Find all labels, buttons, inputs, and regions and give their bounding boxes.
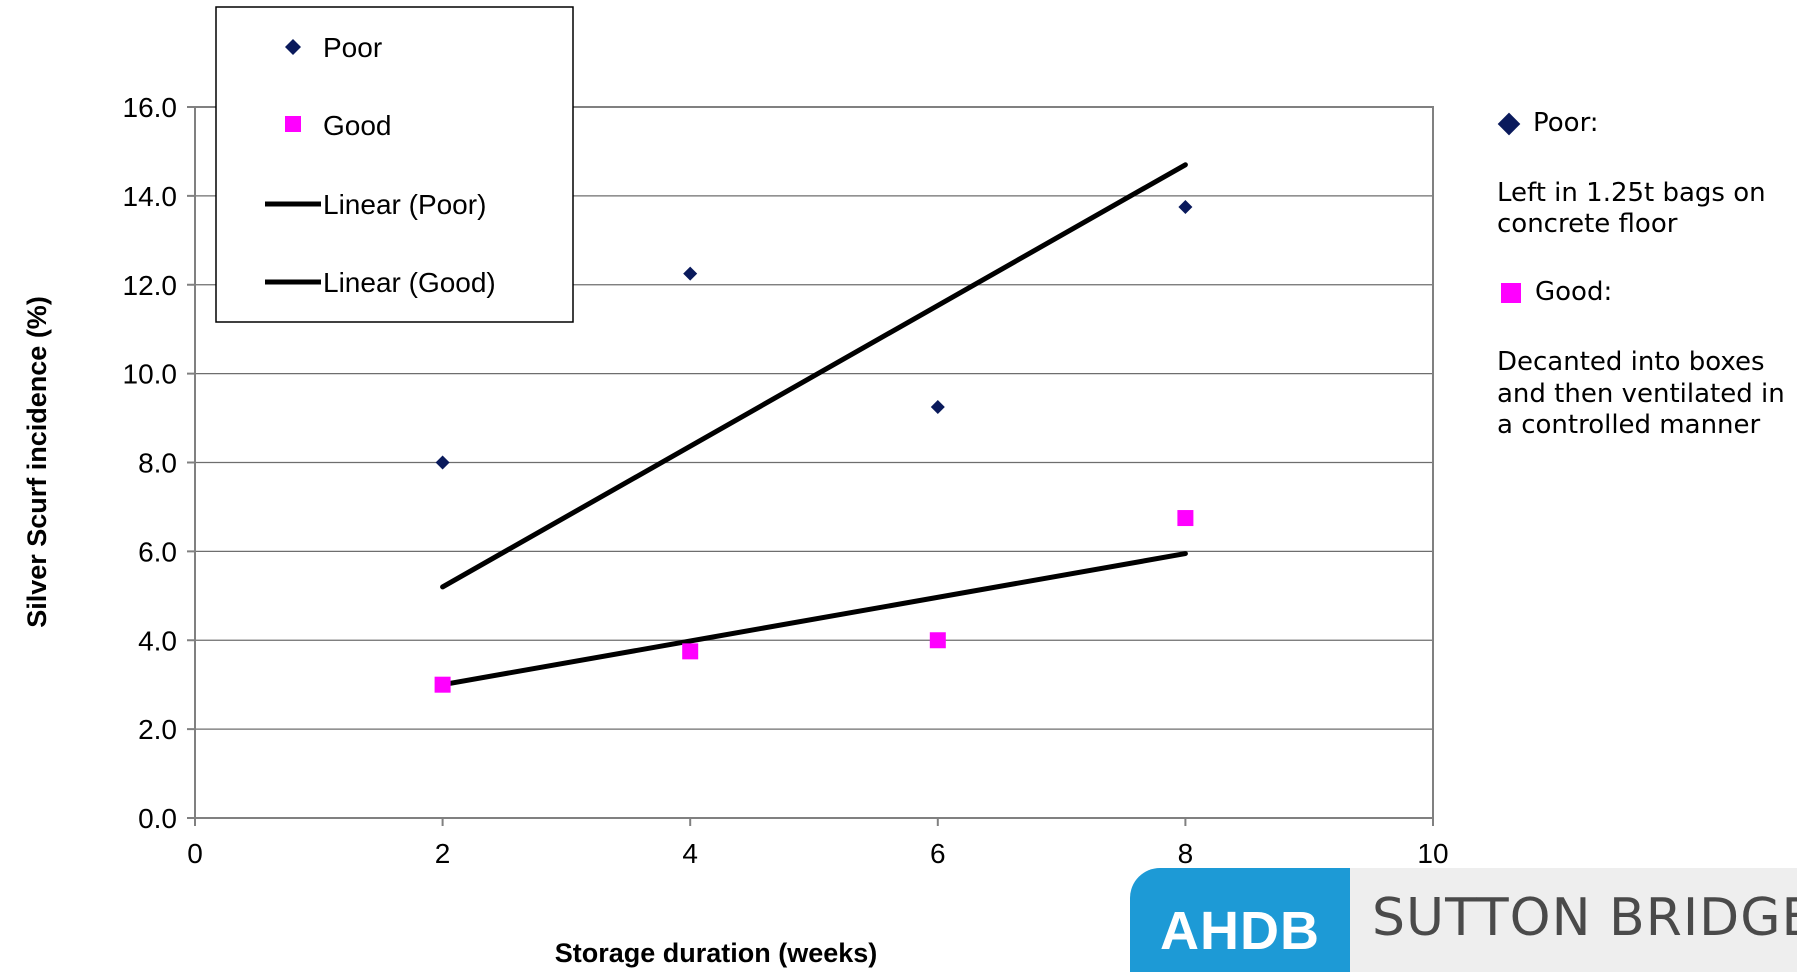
y-tick-label: 6.0 [138,536,177,567]
diamond-icon [1497,112,1521,136]
data-point-poor [1178,199,1193,214]
y-tick-label: 4.0 [138,625,177,656]
trendline-linear-poor [440,162,1188,590]
side-note: Poor: Left in 1.25t bags on concrete flo… [1497,108,1797,478]
data-point-good [682,643,699,660]
y-axis-title: Silver Scurf incidence (%) [22,296,52,628]
x-tick-label: 0 [187,838,203,869]
legend: Poor Good Linear (Poor) Linear (Good) [215,6,574,323]
data-point-poor [930,399,945,414]
y-tick-label: 10.0 [123,359,178,390]
legend-box [215,6,574,323]
side-note-good-text: Decanted into boxes and then ventilated … [1497,346,1785,441]
logo-grey-panel [1350,868,1797,972]
logo-sutton-bridge-text: SUTTON BRIDGE [1372,888,1797,948]
logo-ahdb-text: AHDB [1160,901,1320,961]
x-axis-title: Storage duration (weeks) [555,938,878,968]
y-tick-label: 12.0 [123,270,178,301]
legend-good-marker [285,116,301,132]
side-note-good-heading: Good: [1497,277,1797,309]
side-note-poor-heading: Poor: [1497,108,1797,140]
x-tick-label: 2 [435,838,451,869]
legend-good-label: Good [323,110,392,141]
data-point-poor [435,455,450,470]
y-tick-label: 14.0 [123,181,178,212]
legend-linear-poor-label: Linear (Poor) [323,189,486,220]
y-tick-label: 16.0 [123,92,178,123]
square-icon [1501,283,1521,304]
x-tick-label: 8 [1178,838,1194,869]
ahdb-sutton-bridge-logo: AHDB SUTTON BRIDGE [1130,868,1797,972]
data-point-good [1177,510,1194,527]
data-point-poor [683,266,698,281]
x-tick-label: 6 [930,838,946,869]
side-note-poor-heading-text: Poor: [1533,108,1599,138]
legend-poor-label: Poor [323,32,382,63]
side-note-good-heading-text: Good: [1535,277,1613,308]
data-point-good [929,632,946,649]
x-tick-label: 4 [682,838,698,869]
side-note-poor-text: Left in 1.25t bags on concrete floor [1497,177,1766,240]
data-point-good [434,676,451,693]
trendline-linear-good [440,551,1188,688]
y-tick-label: 2.0 [138,714,177,745]
y-tick-label: 8.0 [138,448,177,479]
y-tick-label: 0.0 [138,803,177,834]
logo-blue-panel [1130,868,1350,972]
legend-poor-marker [285,39,301,55]
legend-linear-good-label: Linear (Good) [323,267,496,298]
x-tick-label: 10 [1417,838,1448,869]
